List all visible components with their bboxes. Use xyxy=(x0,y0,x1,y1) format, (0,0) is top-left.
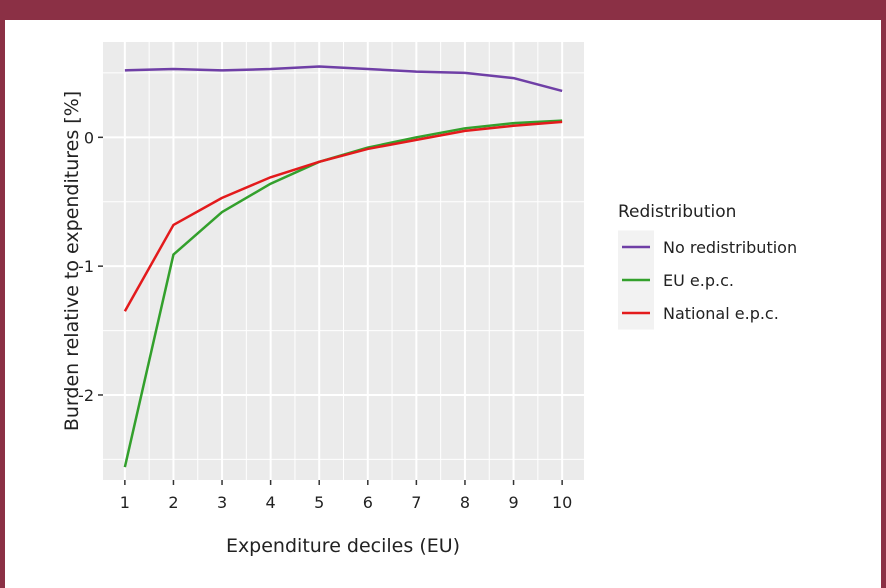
legend-label: National e.p.c. xyxy=(663,304,779,323)
x-axis-label: Expenditure deciles (EU) xyxy=(226,535,460,557)
y-tick-label: 0 xyxy=(84,128,94,147)
x-tick-label: 6 xyxy=(363,493,373,512)
x-tick-label: 1 xyxy=(120,493,130,512)
x-tick-label: 4 xyxy=(266,493,276,512)
x-tick-label: 9 xyxy=(508,493,518,512)
y-tick-label: -2 xyxy=(78,386,94,405)
legend-title: Redistribution xyxy=(618,202,736,222)
x-tick-label: 2 xyxy=(168,493,178,512)
legend-label: No redistribution xyxy=(663,238,797,257)
x-tick-label: 7 xyxy=(411,493,421,512)
right-border xyxy=(881,0,886,588)
x-tick-label: 10 xyxy=(552,493,572,512)
x-tick-label: 3 xyxy=(217,493,227,512)
top-bar xyxy=(0,0,886,20)
left-border xyxy=(0,0,5,588)
x-tick-label: 8 xyxy=(460,493,470,512)
legend-label: EU e.p.c. xyxy=(663,271,734,290)
line-series xyxy=(124,65,563,93)
y-axis-label: Burden relative to expenditures [%] xyxy=(61,91,83,431)
y-tick-label: -1 xyxy=(78,257,94,276)
x-tick-label: 5 xyxy=(314,493,324,512)
line-series xyxy=(123,120,563,312)
